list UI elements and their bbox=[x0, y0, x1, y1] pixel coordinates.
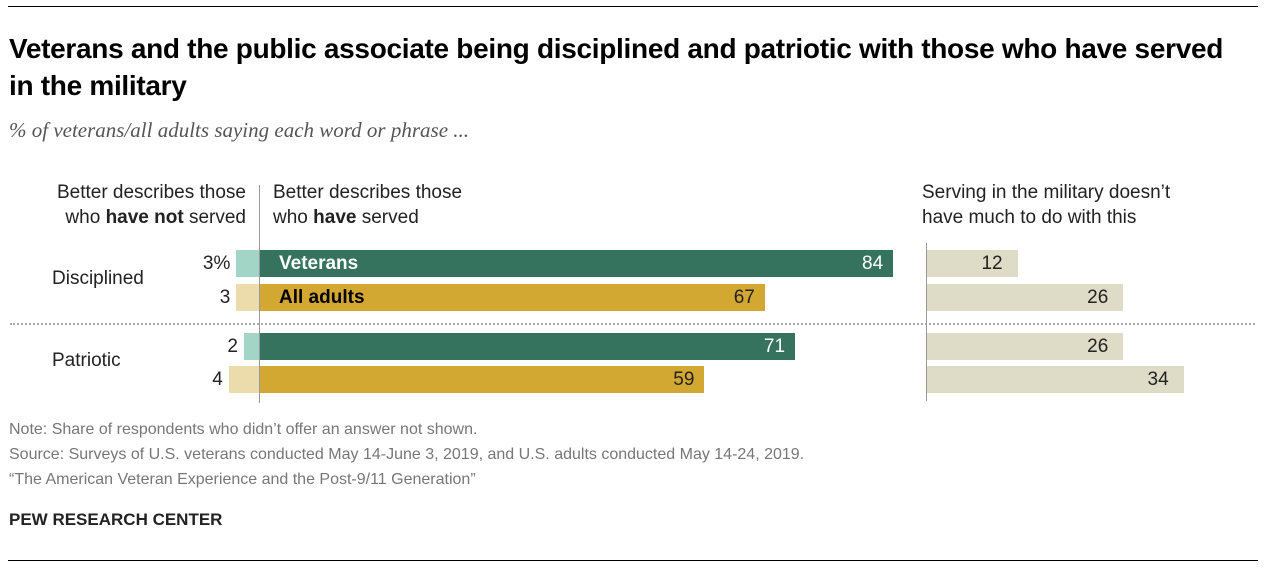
value-served: 67 bbox=[733, 287, 755, 308]
value-served: 59 bbox=[673, 369, 695, 390]
bar-served bbox=[259, 333, 796, 360]
axis-line-main bbox=[259, 185, 260, 403]
bar-no-difference bbox=[927, 250, 1018, 277]
bar-not-served bbox=[243, 333, 259, 360]
bar-not-served bbox=[236, 284, 259, 311]
bar-not-served bbox=[228, 366, 259, 393]
series-label: All adults bbox=[279, 287, 365, 308]
value-not-served: 3% bbox=[202, 253, 231, 274]
header-line: Serving in the military doesn’t bbox=[922, 182, 1171, 203]
header-line: Better describes those bbox=[56, 182, 246, 203]
top-rule bbox=[8, 6, 1258, 7]
report-title: “The American Veteran Experience and the… bbox=[9, 471, 476, 488]
chart-subtitle: % of veterans/all adults saying each wor… bbox=[9, 118, 470, 142]
header-line: who have served bbox=[273, 207, 419, 228]
bar-served bbox=[259, 366, 705, 393]
header-line: who have not served bbox=[65, 207, 246, 228]
header-line: Better describes those bbox=[273, 182, 463, 203]
value-served: 84 bbox=[862, 253, 884, 274]
chart-title: Veterans and the public associate being … bbox=[9, 33, 1224, 101]
bar-not-served bbox=[236, 250, 259, 277]
source: Source: Surveys of U.S. veterans conduct… bbox=[9, 446, 805, 463]
value-no-difference: 26 bbox=[1087, 336, 1109, 357]
value-no-difference: 26 bbox=[1087, 287, 1109, 308]
bar-no-difference bbox=[927, 333, 1124, 360]
value-not-served: 4 bbox=[212, 369, 223, 390]
header-not-served: Better describes those who have not serv… bbox=[10, 180, 246, 230]
bar-served bbox=[259, 284, 765, 311]
header-line: have much to do with this bbox=[922, 207, 1137, 228]
value-no-difference: 34 bbox=[1147, 369, 1169, 390]
bar-no-difference bbox=[927, 284, 1124, 311]
axis-line-right bbox=[926, 243, 927, 401]
value-not-served: 3 bbox=[219, 287, 231, 308]
header-no-difference: Serving in the military doesn’t have muc… bbox=[922, 180, 1170, 230]
note: Note: Share of respondents who didn’t of… bbox=[9, 421, 478, 438]
bar-served bbox=[259, 250, 894, 277]
value-no-difference: 12 bbox=[981, 253, 1003, 274]
header-served: Better describes those who have served bbox=[273, 180, 462, 230]
category-label: Disciplined bbox=[52, 268, 144, 289]
bar-no-difference bbox=[927, 366, 1184, 393]
series-label: Veterans bbox=[279, 253, 359, 274]
value-served: 71 bbox=[763, 336, 786, 357]
category-label: Patriotic bbox=[52, 350, 121, 371]
bottom-rule bbox=[8, 560, 1258, 561]
row-divider bbox=[10, 323, 1255, 325]
value-not-served: 2 bbox=[227, 336, 238, 357]
brand-logo: PEW RESEARCH CENTER bbox=[9, 510, 223, 529]
